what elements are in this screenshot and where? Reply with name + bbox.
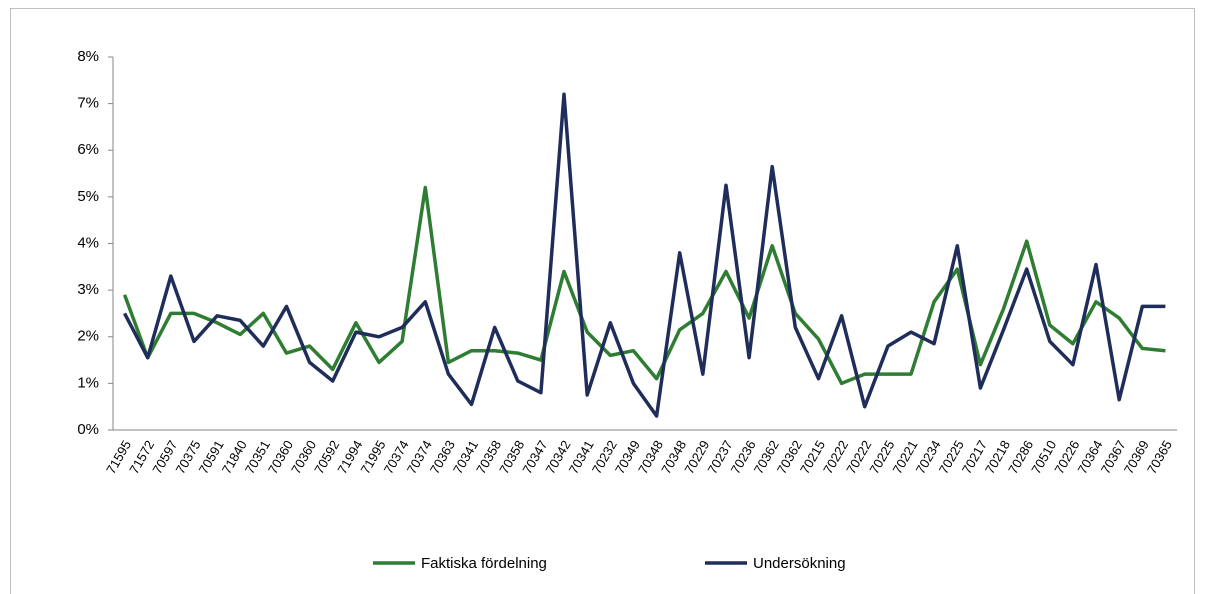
legend-label: Faktiska fördelning	[421, 555, 547, 572]
series-line	[123, 92, 1166, 418]
y-tick-label: 3%	[77, 281, 99, 298]
series-line	[122, 185, 1166, 386]
y-tick-label: 6%	[77, 141, 99, 158]
y-tick-label: 1%	[77, 374, 99, 391]
y-tick-label: 7%	[77, 95, 99, 112]
chart-border	[10, 8, 1195, 594]
y-tick-label: 8%	[77, 48, 99, 65]
y-tick-label: 0%	[77, 421, 99, 438]
y-tick-label: 5%	[77, 188, 99, 205]
y-tick-label: 4%	[77, 234, 99, 251]
legend-label: Undersökning	[753, 555, 846, 572]
y-tick-label: 2%	[77, 328, 99, 345]
